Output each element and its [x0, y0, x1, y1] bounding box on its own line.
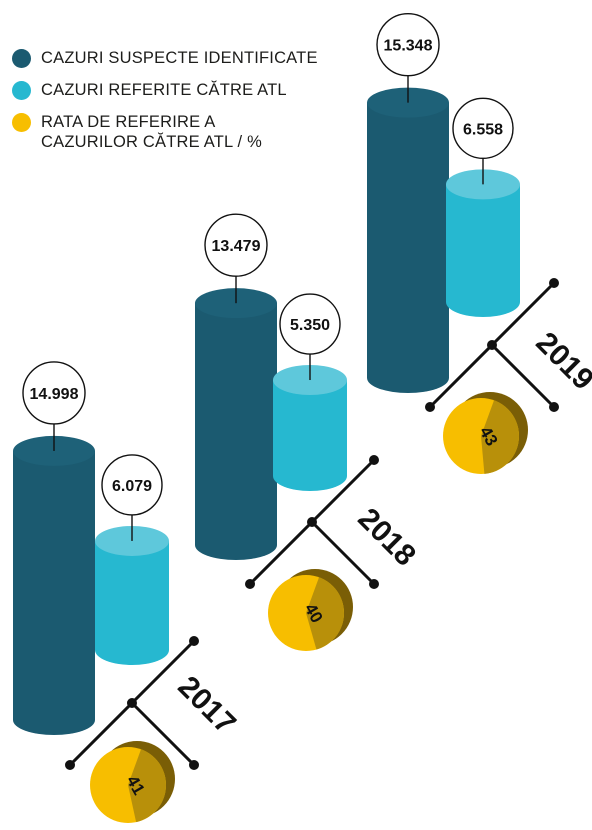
legend-swatch-suspect [12, 49, 31, 68]
year-marker-2018-node-0 [245, 579, 255, 589]
year-marker-2017-node-3 [127, 698, 137, 708]
data-label-referred-2018-bubble [279, 293, 341, 355]
data-label-suspect-2019-bubble [376, 12, 440, 77]
bar-referred-2017-body [95, 540, 169, 665]
bar-referred-2019-body [446, 184, 520, 317]
bar-suspect-2018-body [195, 303, 277, 560]
data-label-suspect-2018-bubble [204, 213, 268, 277]
year-marker-2018-node-3 [307, 517, 317, 527]
rate-coin-2019-wedge [481, 400, 520, 474]
legend-label-rate: RATA DE REFERIRE A CAZURILOR CĂTRE ATL /… [41, 113, 262, 151]
legend-swatch-referred [12, 81, 31, 100]
data-label-suspect-2017-label: 14.998 [30, 386, 79, 403]
data-label-referred-2017-label: 6.079 [112, 478, 152, 495]
year-marker-2019-branch [490, 343, 556, 409]
year-marker-2019-node-2 [549, 402, 559, 412]
category-label-2018: 2018 [351, 502, 422, 573]
data-label-referred-2019-bubble [452, 97, 514, 160]
legend-swatch-rate [12, 113, 31, 132]
rate-coin-2017-wedge [128, 749, 167, 823]
year-marker-2017-node-0 [65, 760, 75, 770]
legend-label-referred: CAZURI REFERITE CĂTRE ATL [41, 81, 287, 99]
legend: CAZURI SUSPECTE IDENTIFICATE CAZURI REFE… [12, 48, 318, 164]
year-marker-2018-node-2 [369, 579, 379, 589]
data-label-referred-2018-label: 5.350 [290, 317, 330, 334]
year-marker-2019-node-0 [425, 402, 435, 412]
data-label-suspect-2019-label: 15.348 [384, 38, 433, 55]
rate-coin-2018-wedge [306, 577, 344, 650]
year-marker-2017-node-2 [189, 760, 199, 770]
bar-suspect-2019-body [367, 102, 449, 393]
category-label-2019: 2019 [529, 326, 592, 397]
data-label-suspect-2017-bubble [22, 361, 86, 425]
legend-item-suspect: CAZURI SUSPECTE IDENTIFICATE [12, 48, 318, 68]
year-marker-2018-branch [310, 520, 376, 586]
year-marker-2018-node-1 [369, 455, 379, 465]
year-marker-2019-node-3 [487, 340, 497, 350]
legend-item-referred: CAZURI REFERITE CĂTRE ATL [12, 80, 318, 100]
legend-label-suspect: CAZURI SUSPECTE IDENTIFICATE [41, 49, 318, 67]
year-marker-2017-branch [130, 701, 196, 767]
data-label-suspect-2018-label: 13.479 [212, 238, 261, 255]
category-label-2017: 2017 [171, 670, 242, 741]
data-label-referred-2019-label: 6.558 [463, 121, 503, 138]
bar-referred-2018-body [273, 380, 347, 491]
year-marker-2019-node-1 [549, 278, 559, 288]
legend-item-rate: RATA DE REFERIRE A CAZURILOR CĂTRE ATL /… [12, 112, 318, 152]
bar-suspect-2017-body [13, 450, 95, 735]
data-label-referred-2017-bubble [101, 454, 163, 516]
year-marker-2017-node-1 [189, 636, 199, 646]
